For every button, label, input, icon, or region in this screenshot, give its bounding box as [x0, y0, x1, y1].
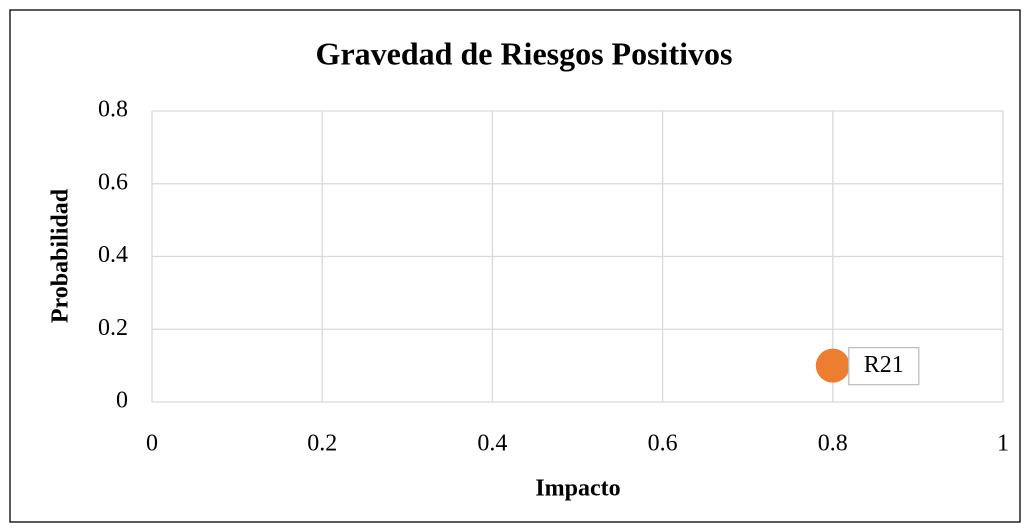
point: [815, 348, 850, 383]
label-box: [848, 346, 920, 386]
y-tick-label: 0: [116, 388, 128, 414]
x-tick-label: 0: [146, 431, 158, 457]
chart-border: [9, 9, 1021, 523]
chart-title: Gravedad de Riesgos Positivos: [316, 35, 733, 71]
x-tick-label: 0.2: [307, 431, 337, 457]
x-axis-label: Impacto: [535, 476, 620, 502]
x-tick-label: 1: [997, 431, 1009, 457]
y-tick-label: 0.6: [98, 169, 128, 195]
x-tick-label: 0.6: [648, 431, 678, 457]
y-axis-label: Probabilidad: [48, 188, 74, 323]
x-tick-label: 0.8: [818, 431, 848, 457]
point-label: R21: [864, 352, 904, 378]
y-tick-label: 0.2: [98, 315, 128, 341]
y-tick-label: 0.8: [98, 97, 128, 123]
y-tick-label: 0.4: [98, 242, 128, 268]
x-tick-label: 0.4: [477, 431, 507, 457]
